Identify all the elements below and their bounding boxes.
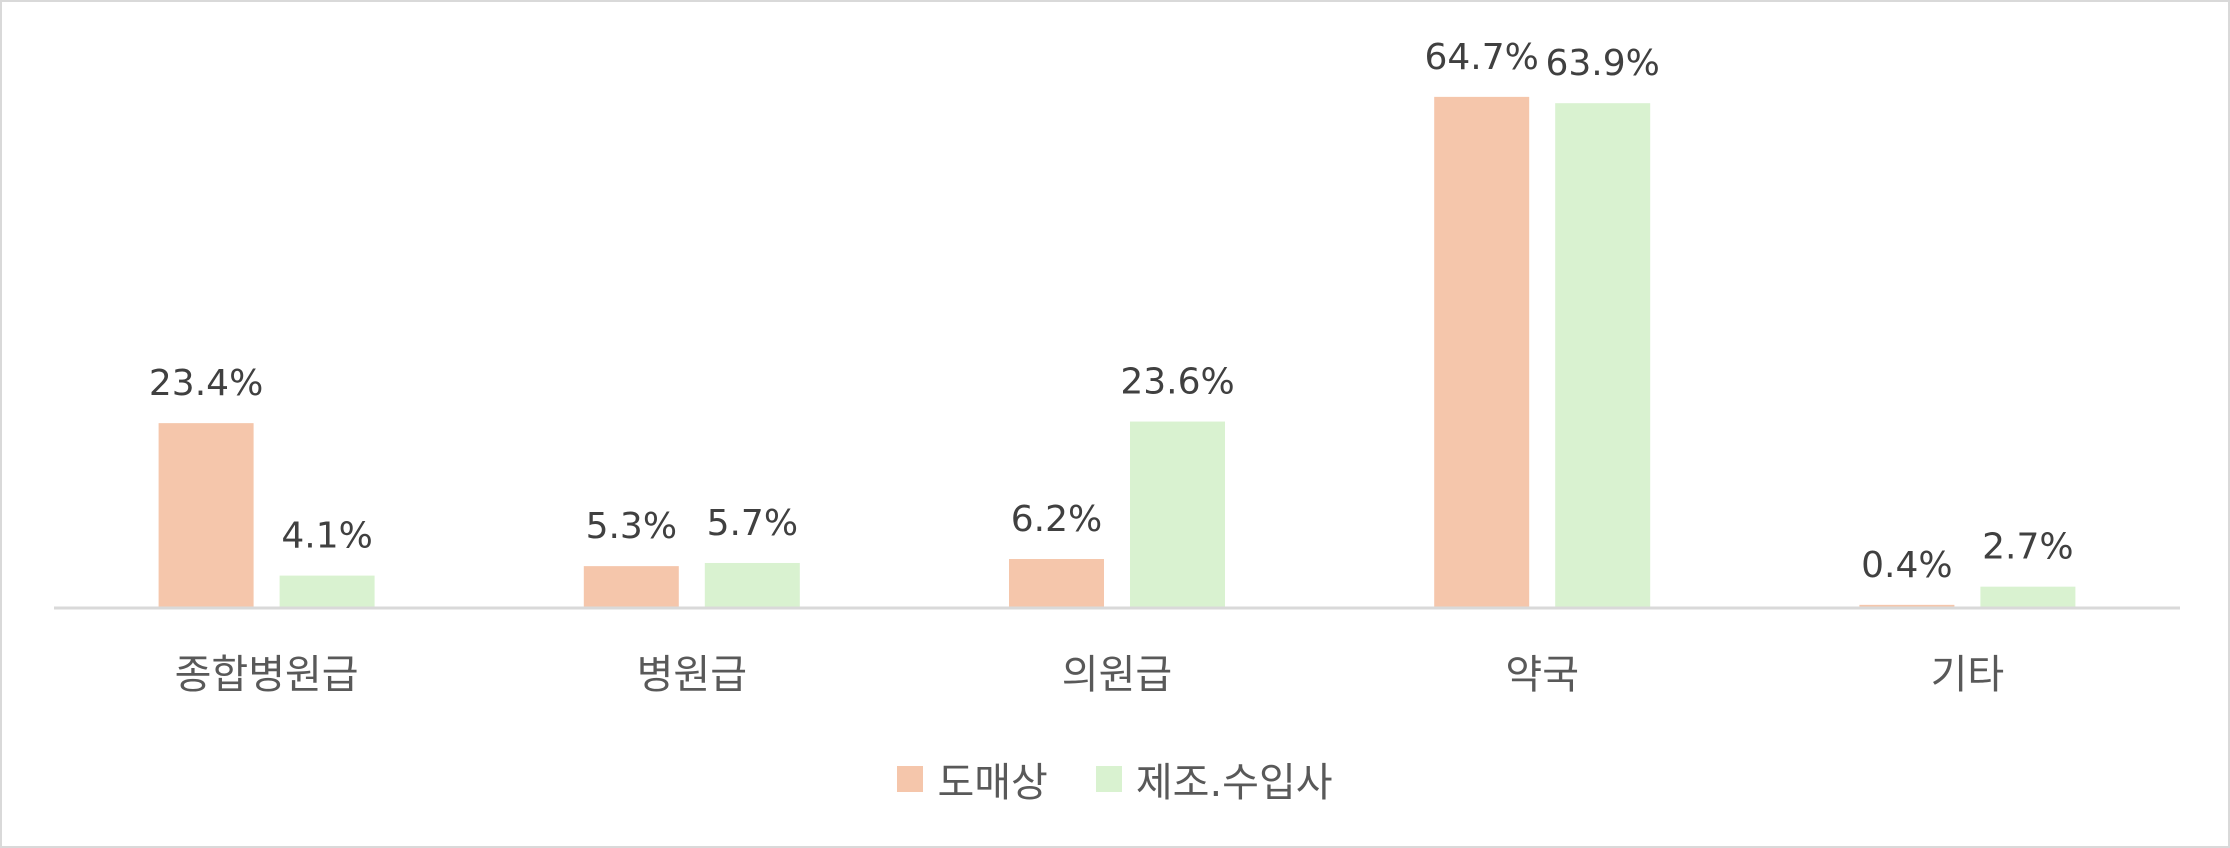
bar-series-1-cat-0 — [279, 575, 375, 608]
legend-label-series-1: 제조.수입사 — [1135, 760, 1333, 806]
bar-series-1-cat-4 — [1980, 586, 2076, 608]
legend: 도매상 제조.수입사 — [2, 750, 2228, 808]
legend-item-series-1: 제조.수입사 — [1095, 750, 1333, 808]
data-label-series-0-cat-2: 6.2% — [1011, 499, 1102, 540]
bar-series-0-cat-4 — [1859, 604, 1955, 608]
x-tick-label-1: 병원급 — [637, 652, 747, 698]
x-tick-label-3: 약국 — [1505, 652, 1579, 698]
data-label-series-1-cat-2: 23.6% — [1120, 362, 1234, 403]
data-label-series-0-cat-3: 64.7% — [1425, 37, 1539, 78]
data-label-series-0-cat-0: 23.4% — [149, 363, 263, 404]
data-label-series-1-cat-4: 2.7% — [1982, 527, 2073, 568]
bar-series-0-cat-1 — [583, 566, 679, 608]
legend-label-series-0: 도매상 — [937, 760, 1048, 806]
bar-series-0-cat-0 — [158, 423, 254, 608]
bar-series-0-cat-2 — [1009, 559, 1104, 608]
data-label-series-1-cat-1: 5.7% — [707, 503, 798, 544]
data-label-series-0-cat-1: 5.3% — [586, 506, 677, 547]
bar-series-0-cat-3 — [1434, 96, 1530, 609]
x-tick-label-2: 의원급 — [1062, 652, 1172, 698]
x-tick-label-0: 종합병원급 — [175, 652, 359, 698]
bar-series-1-cat-1 — [704, 562, 800, 608]
data-label-series-1-cat-3: 63.9% — [1546, 43, 1660, 84]
legend-swatch-series-0 — [897, 766, 924, 792]
data-label-series-1-cat-0: 4.1% — [281, 516, 372, 557]
legend-item-series-0: 도매상 — [897, 750, 1048, 808]
bar-series-1-cat-2 — [1130, 421, 1225, 608]
legend-swatch-series-1 — [1095, 766, 1122, 792]
x-tick-label-4: 기타 — [1931, 652, 2005, 698]
data-label-series-0-cat-4: 0.4% — [1861, 545, 1952, 586]
bar-series-1-cat-3 — [1555, 103, 1651, 608]
